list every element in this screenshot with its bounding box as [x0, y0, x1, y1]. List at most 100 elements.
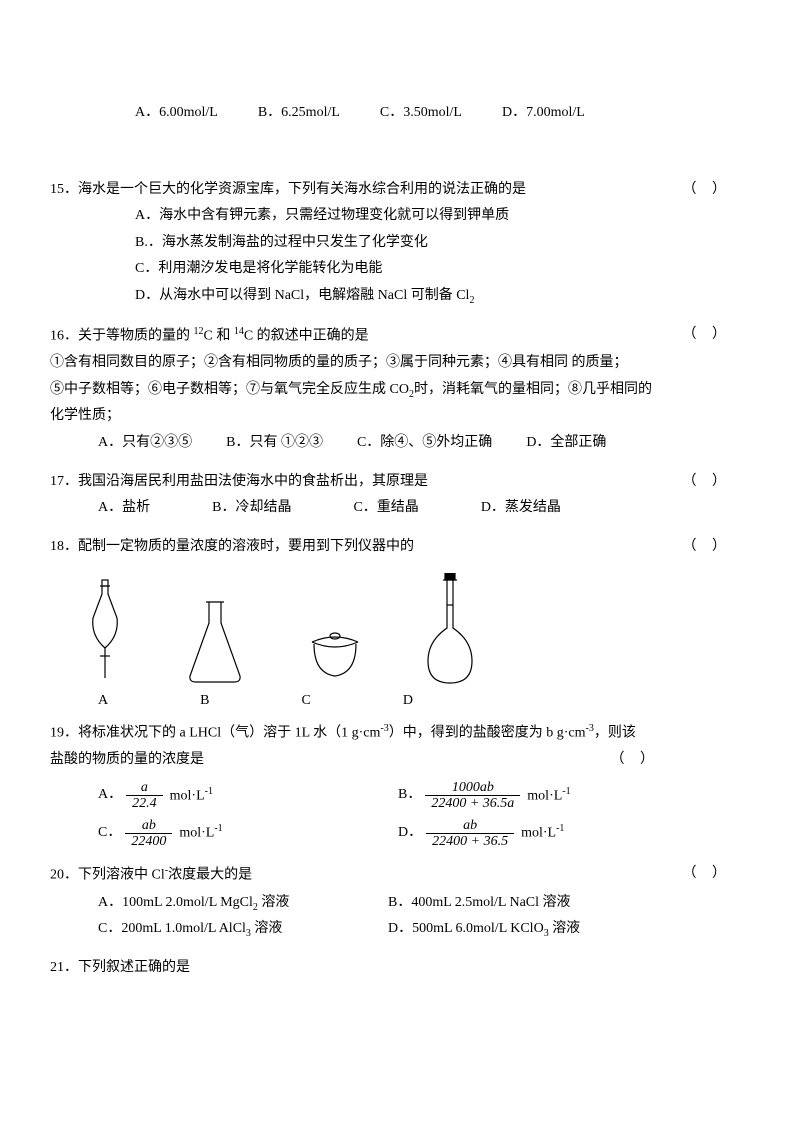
q19-opt-c: C． ab 22400 mol·L-1	[98, 818, 398, 850]
crucible-icon	[300, 618, 370, 688]
q19-row-ab: A． a 22.4 mol·L-1 B． 1000ab 22400 + 36.5…	[50, 780, 750, 812]
q19-b-unit: mol·L-1	[527, 782, 570, 810]
q18-lbl-b: B	[200, 688, 209, 715]
q14-options: A．6.00mol/L B．6.25mol/L C．3.50mol/L D．7.…	[50, 100, 750, 127]
q15-d-sub: 2	[469, 295, 474, 306]
q19-c-u1: mol·L	[179, 826, 214, 841]
q18-paren: （ ）	[683, 534, 733, 561]
q16-c12: 12	[194, 326, 204, 337]
q16-b: B．只有 ①②③	[226, 430, 323, 457]
q21-stem: 21．下列叙述正确的是	[50, 955, 750, 982]
q20-s1: 20．下列溶液中 Cl	[50, 868, 165, 883]
q19-b-u1: mol·L	[527, 788, 562, 803]
q15-paren: （ ）	[683, 177, 733, 204]
q16-stem: 16．关于等物质的量的 12C 和 14C 的叙述中正确的是 （ ）	[50, 322, 750, 350]
q19-d-u2: -1	[556, 823, 564, 834]
q15-stem: 15．海水是一个巨大的化学资源宝库，下列有关海水综合利用的说法正确的是 （ ）	[50, 177, 750, 204]
q15-stem-text: 15．海水是一个巨大的化学资源宝库，下列有关海水综合利用的说法正确的是	[50, 182, 526, 197]
q18-apparatus-row	[50, 568, 750, 688]
q19-sup2: -3	[586, 723, 594, 734]
q15-opt-c: C．利用潮汐发电是将化学能转化为电能	[50, 256, 750, 283]
q20-a-pre: A．100mL 2.0mol/L MgCl	[98, 895, 253, 910]
q16-d: D．全部正确	[526, 430, 606, 457]
q16-s2: C 的叙述中正确的是	[244, 328, 369, 343]
q17-c: C．重结晶	[353, 495, 418, 522]
q17-b: B．冷却结晶	[212, 495, 291, 522]
q20-a-post: 溶液	[258, 895, 290, 910]
q19-opt-a: A． a 22.4 mol·L-1	[98, 780, 398, 812]
q18-lbl-c: C	[301, 688, 310, 715]
volumetric-flask-icon	[420, 573, 480, 688]
q17-d: D．蒸发结晶	[481, 495, 561, 522]
q19-d-den: 22400 + 36.5	[426, 833, 514, 849]
q20-c: C．200mL 1.0mol/L AlCl3 溶液	[98, 916, 388, 943]
q19-d-num: ab	[457, 818, 483, 833]
q20-paren: （ ）	[683, 861, 733, 888]
q18-labels: A B C D	[50, 688, 750, 715]
q16-mid: C 和	[204, 328, 234, 343]
q20-a: A．100mL 2.0mol/L MgCl2 溶液	[98, 890, 388, 917]
q16-l2-pre: ⑤中子数相等；⑥电子数相等；⑦与氧气完全反应生成 CO	[50, 382, 409, 397]
q18-stem: 18．配制一定物质的量浓度的溶液时，要用到下列仪器中的 （ ）	[50, 534, 750, 561]
q19-stem2: 盐酸的物质的量的浓度是 （ ）	[50, 747, 750, 774]
q19-s3: ，则该	[594, 726, 636, 741]
q15-opt-d: D．从海水中可以得到 NaCl，电解熔融 NaCl 可制备 Cl2	[50, 283, 750, 310]
q19-s4: 盐酸的物质的量的浓度是	[50, 752, 204, 767]
q14-opt-d: D．7.00mol/L	[502, 100, 585, 127]
q19-c-u2: -1	[214, 823, 222, 834]
q19-opt-d: D． ab 22400 + 36.5 mol·L-1	[398, 818, 564, 850]
q19-s2: ）中，得到的盐酸密度为 b g·cm	[389, 726, 586, 741]
q19-d-unit: mol·L-1	[521, 819, 564, 847]
q17-s: 17．我国沿海居民利用盐田法使海水中的食盐析出，其原理是	[50, 474, 428, 489]
q16-c: C．除④、⑤外均正确	[357, 430, 492, 457]
q19-a-u2: -1	[205, 786, 213, 797]
separating-funnel-icon	[80, 578, 130, 688]
q16-s1: 16．关于等物质的量的	[50, 328, 194, 343]
q18-lbl-a: A	[98, 688, 108, 715]
q19-b-lbl: B．	[398, 782, 421, 809]
q19-a-u1: mol·L	[170, 788, 205, 803]
q18-lbl-d: D	[403, 688, 413, 715]
q15-opt-b: B.．海水蒸发制海盐的过程中只发生了化学变化	[50, 230, 750, 257]
q20-stem: 20．下列溶液中 Cl-浓度最大的是 （ ）	[50, 861, 750, 889]
q16-a: A．只有②③⑤	[98, 430, 192, 457]
q20-d: D．500mL 6.0mol/L KClO3 溶液	[388, 916, 580, 943]
q15-opt-a: A．海水中含有钾元素，只需经过物理变化就可以得到钾单质	[50, 203, 750, 230]
erlenmeyer-flask-icon	[180, 598, 250, 688]
q16-l2-post: 时，消耗氧气的量相同；⑧几乎相同的	[414, 382, 652, 397]
q17-stem: 17．我国沿海居民利用盐田法使海水中的食盐析出，其原理是 （ ）	[50, 469, 750, 496]
q15-d-pre: D．从海水中可以得到 NaCl，电解熔融 NaCl 可制备 Cl	[135, 288, 469, 303]
q14-opt-c: C．3.50mol/L	[380, 100, 462, 127]
q20-s2: 浓度最大的是	[168, 868, 252, 883]
q18-s: 18．配制一定物质的量浓度的溶液时，要用到下列仪器中的	[50, 539, 414, 554]
q16-line3: 化学性质；	[50, 403, 750, 430]
q19-a-frac: a 22.4	[126, 780, 163, 812]
q14-opt-b: B．6.25mol/L	[258, 100, 340, 127]
q20-d-pre: D．500mL 6.0mol/L KClO	[388, 921, 544, 936]
q19-c-lbl: C．	[98, 820, 121, 847]
q19-a-num: a	[135, 780, 154, 795]
q19-c-unit: mol·L-1	[179, 819, 222, 847]
q19-s1: 19．将标准状况下的 a LHCl（气）溶于 1L 水（1 g·cm	[50, 726, 380, 741]
q19-stem: 19．将标准状况下的 a LHCl（气）溶于 1L 水（1 g·cm -3）中，得…	[50, 719, 750, 747]
q16-options: A．只有②③⑤ B．只有 ①②③ C．除④、⑤外均正确 D．全部正确	[50, 430, 750, 457]
q16-line1: ①含有相同数目的原子；②含有相同物质的量的质子；③属于同种元素；④具有相同 的质…	[50, 350, 750, 377]
q19-b-frac: 1000ab 22400 + 36.5a	[425, 780, 520, 812]
q16-c14: 14	[234, 326, 244, 337]
q19-a-den: 22.4	[126, 795, 163, 811]
q17-a: A．盐析	[98, 495, 150, 522]
q19-c-frac: ab 22400	[125, 818, 172, 850]
q19-opt-b: B． 1000ab 22400 + 36.5a mol·L-1	[398, 780, 571, 812]
q19-d-u1: mol·L	[521, 826, 556, 841]
q20-c-post: 溶液	[251, 921, 283, 936]
q16-line2: ⑤中子数相等；⑥电子数相等；⑦与氧气完全反应生成 CO2时，消耗氧气的量相同；⑧…	[50, 377, 750, 404]
q19-a-unit: mol·L-1	[170, 782, 213, 810]
q20-options: A．100mL 2.0mol/L MgCl2 溶液 B．400mL 2.5mol…	[50, 890, 750, 944]
q19-a-lbl: A．	[98, 782, 122, 809]
q19-d-frac: ab 22400 + 36.5	[426, 818, 514, 850]
q19-c-den: 22400	[125, 833, 172, 849]
q19-b-u2: -1	[562, 786, 570, 797]
q17-paren: （ ）	[683, 469, 733, 496]
q19-c-num: ab	[136, 818, 162, 833]
q20-c-pre: C．200mL 1.0mol/L AlCl	[98, 921, 246, 936]
